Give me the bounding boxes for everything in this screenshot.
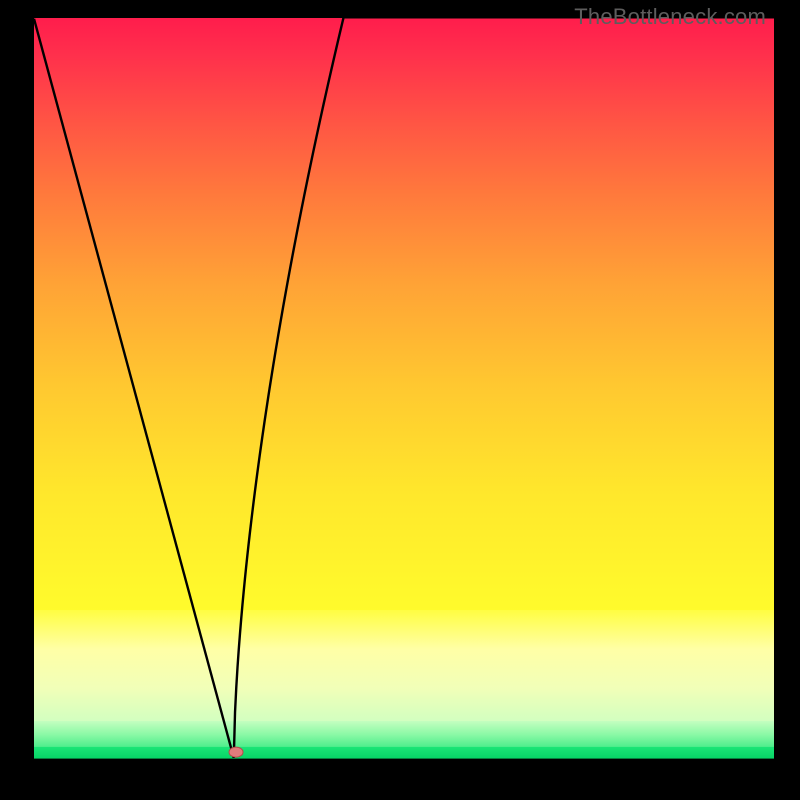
site-watermark: TheBottleneck.com	[574, 4, 766, 30]
gradient-band-green-strip	[34, 747, 774, 759]
optimum-marker	[229, 747, 243, 757]
bottleneck-chart	[0, 0, 800, 800]
gradient-band-pale	[34, 610, 774, 722]
gradient-band-soft	[34, 18, 774, 611]
chart-stage: TheBottleneck.com	[0, 0, 800, 800]
gradient-band-greenish	[34, 721, 774, 748]
